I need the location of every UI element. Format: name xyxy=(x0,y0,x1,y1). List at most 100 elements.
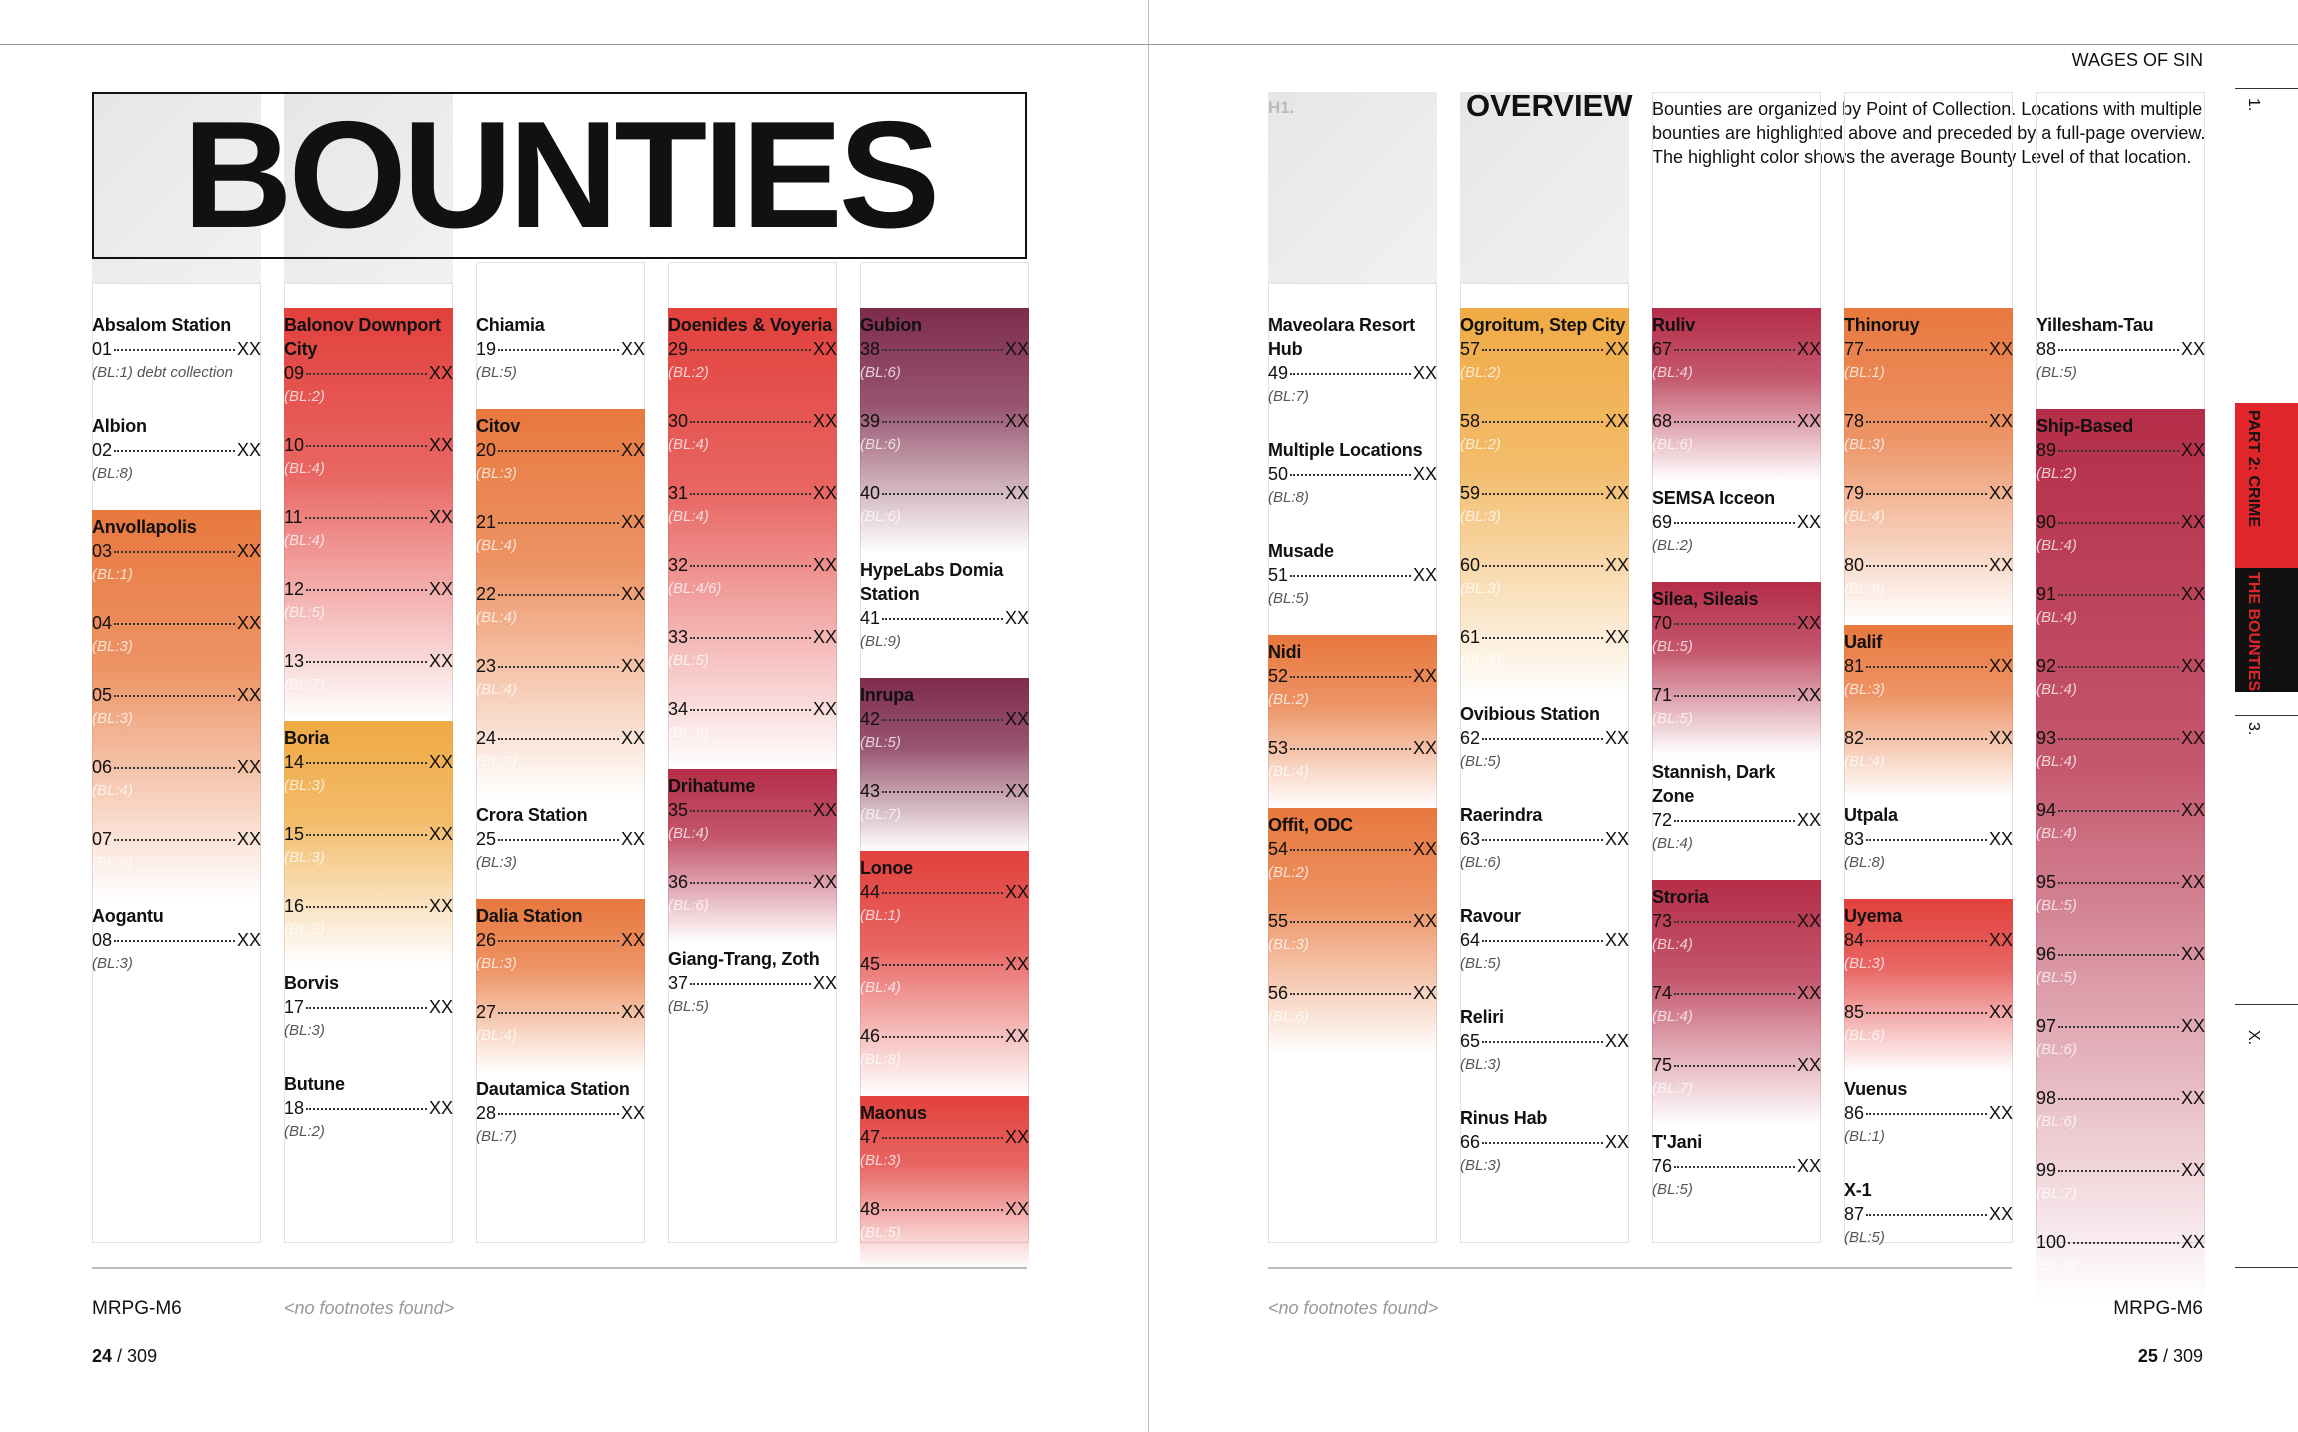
location-group: Albion 02 XX (BL:8) xyxy=(92,409,261,510)
leader-dots xyxy=(882,964,1003,966)
location-group: Maonus 47 XX (BL:3) 48 XX (BL:5) xyxy=(860,1096,1029,1269)
bounty-entry: 56 XX xyxy=(1268,981,1437,1005)
bounty-entry: 35 XX xyxy=(668,798,837,822)
location-group: Utpala 83 XX (BL:8) xyxy=(1844,798,2013,899)
bounty-number: 99 xyxy=(2036,1160,2057,1180)
bounty-level: (BL:3) xyxy=(476,465,517,482)
bounty-number: 47 xyxy=(860,1127,881,1147)
bounty-number: 51 xyxy=(1268,565,1289,585)
bounty-entry: 90 XX xyxy=(2036,510,2205,534)
bounty-reward: XX xyxy=(1004,1199,1029,1219)
location-name: Ruliv xyxy=(1652,315,1696,335)
leader-dots xyxy=(2058,738,2179,740)
location-group: Citov 20 XX (BL:3) 21 XX (BL:4) 22 XX (BL:4) 23 XX (… xyxy=(476,409,645,798)
bounty-reward: XX xyxy=(428,824,453,844)
bounty-level: (BL:6) xyxy=(860,508,901,525)
side-tab: 1. xyxy=(2245,98,2262,112)
leader-dots xyxy=(2058,1170,2179,1172)
location-name: Gubion xyxy=(860,315,922,335)
bounty-reward: XX xyxy=(428,651,453,671)
leader-dots xyxy=(690,709,811,711)
leader-dots xyxy=(1674,522,1795,524)
bounty-level: (BL:4) xyxy=(1652,364,1693,381)
page-number: 25 / 309 xyxy=(2138,1346,2203,1367)
bounty-number: 01 xyxy=(92,339,113,359)
bounty-level: (BL:4) xyxy=(284,532,325,549)
location-group: Silea, Sileais 70 XX (BL:5) 71 XX (BL:5) xyxy=(1652,582,1821,755)
leader-dots xyxy=(2058,450,2179,452)
column: Yillesham-Tau 88 XX (BL:5) Ship-Based 89 XX (BL… xyxy=(2036,308,2205,1302)
bounty-level: (BL:4) xyxy=(668,508,709,525)
bounty-entry: 23 XX xyxy=(476,654,645,678)
location-group: Ruliv 67 XX (BL:4) 68 XX (BL:6) xyxy=(1652,308,1821,481)
bounty-number: 14 xyxy=(284,752,305,772)
bounty-entry: 26 XX xyxy=(476,928,645,952)
bounty-entry: 44 XX xyxy=(860,880,1029,904)
page-total: / 309 xyxy=(2162,1346,2203,1366)
bounty-entry: 88 XX xyxy=(2036,337,2205,361)
bounty-reward: XX xyxy=(2180,584,2205,604)
bounty-entry: 50 XX xyxy=(1268,462,1437,486)
bounty-level: (BL:3) xyxy=(1460,1056,1501,1073)
page-current: 25 xyxy=(2137,1346,2158,1366)
bounty-level: (BL:4) xyxy=(668,436,709,453)
bounty-number: 97 xyxy=(2036,1016,2057,1036)
bounty-number: 90 xyxy=(2036,512,2057,532)
leader-dots xyxy=(1866,421,1987,423)
bounty-reward: XX xyxy=(428,896,453,916)
bounty-level: (BL:6) xyxy=(860,364,901,381)
bounty-reward: XX xyxy=(1004,781,1029,801)
bounty-reward: XX xyxy=(1988,411,2013,431)
bounty-number: 75 xyxy=(1652,1055,1673,1075)
bounty-entry: 05 XX xyxy=(92,683,261,707)
bounty-entry: 01 XX xyxy=(92,337,261,361)
leader-dots xyxy=(1482,940,1603,942)
bounty-entry: 11 XX xyxy=(284,505,453,529)
location-name: HypeLabs Domia Station xyxy=(860,560,1004,604)
bounty-reward: XX xyxy=(1604,930,1629,950)
leader-dots xyxy=(1866,940,1987,942)
location-group: Boria 14 XX (BL:3) 15 XX (BL:3) 16 XX (BL:5) xyxy=(284,721,453,966)
bounty-reward: XX xyxy=(1796,685,1821,705)
location-name: Multiple Locations xyxy=(1268,440,1423,460)
bounty-number: 10 xyxy=(284,435,305,455)
leader-dots xyxy=(1674,993,1795,995)
bounty-reward: XX xyxy=(1604,1031,1629,1051)
leader-dots xyxy=(1866,738,1987,740)
bounty-entry: 71 XX xyxy=(1652,683,1821,707)
leader-dots xyxy=(114,551,235,553)
bounty-level: (BL:6) xyxy=(2036,1041,2077,1058)
bounty-entry: 85 XX xyxy=(1844,1000,2013,1024)
bounty-entry: 77 XX xyxy=(1844,337,2013,361)
location-group: Vuenus 86 XX (BL:1) xyxy=(1844,1072,2013,1173)
bounty-level: (BL:3) xyxy=(92,710,133,727)
bounty-entry: 22 XX xyxy=(476,582,645,606)
leader-dots xyxy=(1482,1142,1603,1144)
side-tab: X. xyxy=(2245,1030,2262,1046)
bounty-entry: 15 XX xyxy=(284,822,453,846)
bounty-level: (BL:5) xyxy=(1844,1229,1885,1246)
location-name: Absalom Station xyxy=(92,315,232,335)
bounty-entry: 53 XX xyxy=(1268,736,1437,760)
bounty-reward: XX xyxy=(1412,983,1437,1003)
location-name: Silea, Sileais xyxy=(1652,589,1759,609)
leader-dots xyxy=(1482,565,1603,567)
bounty-level: (BL:4) xyxy=(1652,936,1693,953)
bounty-number: 03 xyxy=(92,541,113,561)
bounty-reward: XX xyxy=(1412,363,1437,383)
bounty-level: (BL:6) xyxy=(668,724,709,741)
bounty-level: (BL:4) xyxy=(860,979,901,996)
bounty-number: 54 xyxy=(1268,839,1289,859)
bounty-level: (BL:4) xyxy=(476,681,517,698)
bounty-level: (BL:4) xyxy=(1652,1008,1693,1025)
bounty-entry: 75 XX xyxy=(1652,1053,1821,1077)
bounty-level: (BL:3) xyxy=(1460,1157,1501,1174)
column: Ogroitum, Step City 57 XX (BL:2) 58 XX (BL:2) 5… xyxy=(1460,308,1629,1202)
leader-dots xyxy=(1674,1065,1795,1067)
bounty-entry: 83 XX xyxy=(1844,827,2013,851)
location-name: Drihatume xyxy=(668,776,756,796)
bounty-level: (BL:6) xyxy=(1652,436,1693,453)
location-name: Crora Station xyxy=(476,805,588,825)
bounty-entry: 25 XX xyxy=(476,827,645,851)
bounty-reward: XX xyxy=(1604,829,1629,849)
